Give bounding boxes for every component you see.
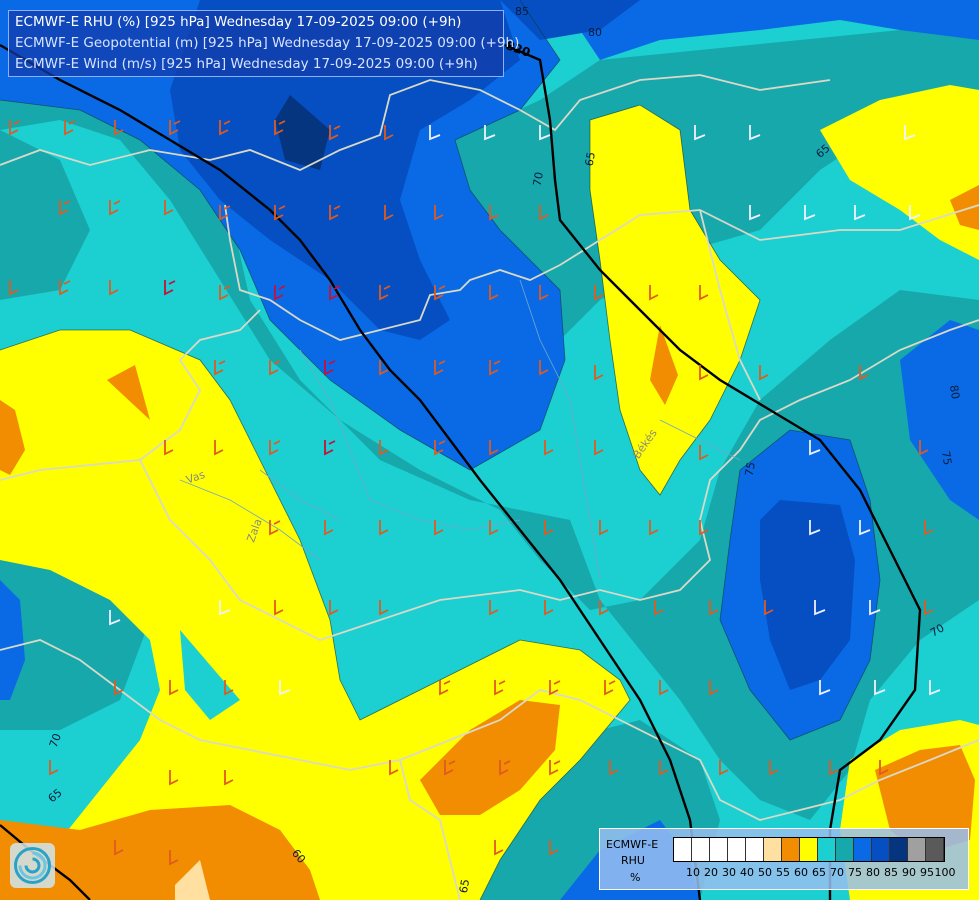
contour-label: 75 — [743, 461, 758, 477]
rhu-field-55-60-a — [107, 365, 150, 420]
legend-swatch — [728, 838, 746, 861]
legend-swatch — [836, 838, 854, 861]
legend-tick-label: 65 — [812, 866, 826, 879]
legend-tick-label: 20 — [704, 866, 718, 879]
country-borders — [0, 74, 979, 900]
legend-tick-label: 55 — [776, 866, 790, 879]
legend-tick-label: 95 — [920, 866, 934, 879]
colorbar-legend: ECMWF-E RHU % 10 20 30 40 50 55 60 65 70 75 80 85 90… — [599, 828, 969, 890]
rhu-field-80-85-east — [760, 500, 855, 690]
legend-tick-label: 40 — [740, 866, 754, 879]
legend-swatch — [692, 838, 710, 861]
legend-swatch — [908, 838, 926, 861]
legend-tick-label: 75 — [848, 866, 862, 879]
contour-label: 80 — [947, 384, 962, 400]
rhu-field-55-60-d — [420, 700, 560, 815]
legend-swatch — [746, 838, 764, 861]
rhu-field-55-60-c — [650, 325, 678, 405]
legend-tick-label: 60 — [794, 866, 808, 879]
title-geopotential: ECMWF-E Geopotential (m) [925 hPa] Wedne… — [15, 35, 520, 51]
legend-swatch — [926, 838, 944, 861]
legend-swatch — [890, 838, 908, 861]
legend-swatch — [800, 838, 818, 861]
legend-ticks: 10 20 30 40 50 55 60 65 70 75 80 85 90 95 100 — [673, 866, 973, 882]
legend-tick-label: 100 — [934, 866, 956, 879]
provider-logo — [10, 843, 55, 888]
rhu-field-75-80-w — [0, 580, 25, 700]
legend-swatch — [782, 838, 800, 861]
rhu-field-55-60-e — [0, 805, 320, 900]
legend-tick-label: 50 — [758, 866, 772, 879]
rhu-field-75-80-ne — [900, 320, 979, 520]
contour-label: 65 — [457, 878, 472, 894]
rhu-contour-lines — [0, 0, 881, 900]
legend-swatch — [710, 838, 728, 861]
rhu-field-75-80-top — [560, 0, 979, 60]
legend-unit-label: % — [630, 871, 641, 884]
legend-swatch — [764, 838, 782, 861]
legend-swatch — [674, 838, 692, 861]
legend-swatch — [818, 838, 836, 861]
rhu-field-60-65-center — [590, 105, 760, 495]
legend-variable-label: RHU — [621, 854, 645, 867]
place-label: Vas — [184, 468, 207, 487]
rhu-field-80-85-top — [500, 0, 640, 40]
rhu-field-50-55 — [175, 860, 210, 900]
contour-label: 75 — [939, 450, 954, 466]
legend-swatch — [872, 838, 890, 861]
contour-label: 70 — [531, 171, 546, 187]
legend-tick-label: 85 — [884, 866, 898, 879]
rhu-field-60-65-ne — [820, 85, 979, 260]
rivers — [179, 279, 741, 581]
contour-label: 80 — [588, 26, 602, 39]
wind-barbs — [9, 120, 941, 866]
legend-swatch — [854, 838, 872, 861]
rhu-field-85-90 — [275, 95, 330, 170]
legend-tick-label: 80 — [866, 866, 880, 879]
legend-swatches — [673, 837, 945, 862]
legend-tick-label: 90 — [902, 866, 916, 879]
rhu-field-55-60-g — [950, 185, 979, 230]
rhu-field-70-75-north — [455, 0, 979, 340]
contour-label: 70 — [928, 621, 947, 639]
contour-label: 70 — [47, 732, 64, 750]
legend-tick-label: 30 — [722, 866, 736, 879]
contour-labels: 85 80 65 70 65 75 80 75 70 70 65 60 65 — [46, 5, 963, 894]
rhu-field-65-70-hole — [180, 630, 240, 720]
map-title-box: ECMWF-E RHU (%) [925 hPa] Wednesday 17-0… — [8, 10, 519, 77]
rhu-field-70-75-west — [0, 130, 90, 300]
title-wind: ECMWF-E Wind (m/s) [925 hPa] Wednesday 1… — [15, 56, 478, 72]
rhu-field-55-60-b — [0, 400, 25, 475]
title-rhu: ECMWF-E RHU (%) [925 hPa] Wednesday 17-0… — [15, 14, 462, 30]
legend-tick-label: 70 — [830, 866, 844, 879]
legend-tick-label: 10 — [686, 866, 700, 879]
legend-model-label: ECMWF-E — [606, 838, 659, 851]
contour-label: 85 — [515, 5, 529, 18]
contour-label: 65 — [583, 151, 598, 167]
rhu-field-80-85 — [170, 0, 520, 340]
